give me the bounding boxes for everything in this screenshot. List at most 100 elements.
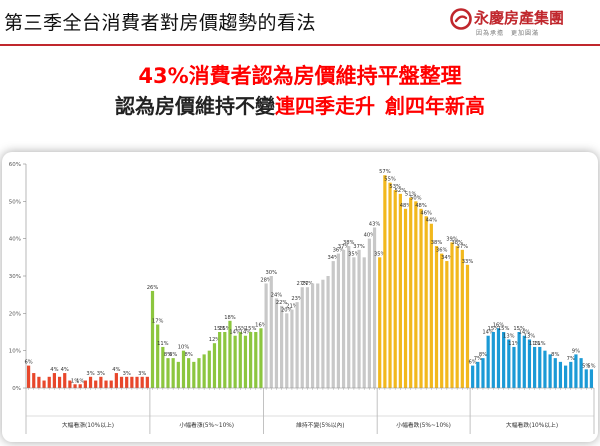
- bar: [94, 380, 98, 388]
- bar: [269, 276, 273, 388]
- header-divider: [0, 44, 600, 46]
- data-label: 43%: [369, 221, 381, 227]
- bar: [181, 350, 186, 388]
- bar: [26, 365, 31, 388]
- headline-line1: 43%消費者認為房價維持平盤整理: [0, 62, 600, 90]
- data-label: 4%: [50, 367, 58, 373]
- category-label: 大幅看漲(10%以上): [62, 421, 114, 429]
- bar: [326, 276, 330, 388]
- bar: [321, 279, 325, 388]
- data-label: 22%: [276, 300, 288, 306]
- data-label: 7%: [474, 356, 482, 362]
- bar: [584, 369, 588, 388]
- bar: [450, 242, 454, 388]
- data-label: 37%: [338, 244, 350, 250]
- bar: [424, 216, 428, 388]
- data-label: 8%: [169, 352, 177, 358]
- data-label: 38%: [343, 240, 355, 246]
- bar: [305, 287, 310, 388]
- bar: [341, 249, 346, 388]
- bar: [197, 358, 201, 388]
- bar: [264, 283, 268, 388]
- category-label: 小幅看漲(5%~10%): [179, 421, 234, 429]
- y-tick-label: 20%: [9, 311, 21, 317]
- bar: [285, 313, 289, 388]
- bar: [476, 361, 480, 388]
- bar: [63, 373, 67, 388]
- bar: [218, 332, 222, 388]
- bar: [274, 298, 279, 388]
- data-label: 27%: [302, 281, 314, 287]
- data-label: 52%: [395, 188, 407, 194]
- data-label: 11%: [529, 341, 541, 347]
- data-label: 35%: [374, 251, 386, 257]
- y-tick-label: 30%: [9, 274, 21, 280]
- bar: [207, 350, 211, 388]
- brand-logo: 永慶房產集團 因為承擔 更加圓滿: [450, 6, 596, 42]
- bar: [481, 358, 485, 388]
- bar: [429, 223, 433, 388]
- data-label: 28%: [260, 277, 272, 283]
- bar: [553, 358, 557, 388]
- data-label: 11%: [534, 341, 546, 347]
- headline-line1-part2: 平盤整理: [377, 64, 462, 88]
- data-label: 8%: [185, 352, 193, 358]
- y-tick-label: 50%: [9, 199, 21, 205]
- bar: [187, 358, 191, 388]
- data-label: 35%: [348, 251, 360, 257]
- data-label: 14%: [240, 330, 252, 336]
- headline-line2-part1: 認為房價維持不變: [115, 94, 275, 118]
- bar: [347, 246, 351, 388]
- data-label: 40%: [364, 233, 376, 239]
- bar: [202, 354, 206, 388]
- data-label: 34%: [441, 255, 453, 261]
- bar: [579, 358, 583, 388]
- bar: [310, 283, 315, 388]
- bar: [150, 290, 155, 388]
- data-label: 4%: [112, 367, 120, 373]
- bar: [176, 361, 180, 388]
- bar: [73, 384, 77, 388]
- bar: [145, 376, 149, 388]
- category-label: 大幅看跌(10%以上): [506, 421, 558, 429]
- y-tick-label: 40%: [9, 237, 21, 243]
- bar: [171, 358, 175, 388]
- data-label: 3%: [123, 371, 131, 377]
- bar: [130, 376, 134, 388]
- bar: [238, 332, 242, 388]
- bar: [403, 208, 408, 388]
- bar: [409, 197, 413, 388]
- bar: [290, 309, 294, 388]
- header: 第三季全台消費者對房價趨勢的看法 永慶房產集團 因為承擔 更加圓滿: [0, 0, 600, 46]
- data-label: 13%: [524, 333, 536, 339]
- bar: [125, 376, 129, 388]
- category-label: 維持不變(5%以內): [296, 421, 345, 429]
- data-label: 14%: [482, 330, 494, 336]
- bar: [574, 354, 578, 388]
- bar: [192, 361, 196, 388]
- data-label: 15%: [513, 326, 525, 332]
- bar: [440, 253, 444, 388]
- data-label: 15%: [245, 326, 257, 332]
- bar: [460, 249, 464, 388]
- bar: [589, 369, 594, 388]
- bar: [166, 358, 170, 388]
- bar: [37, 376, 41, 388]
- bar: [32, 373, 36, 388]
- bar: [254, 332, 258, 388]
- bar: [83, 380, 87, 388]
- bar: [259, 328, 263, 388]
- data-label: 15%: [235, 326, 247, 332]
- bar: [362, 257, 366, 388]
- logo-name: 永慶房產集團: [474, 9, 565, 27]
- bar: [135, 376, 139, 388]
- bar: [156, 324, 160, 388]
- data-label: 46%: [420, 210, 432, 216]
- data-label: 12%: [209, 337, 221, 343]
- bar: [279, 305, 284, 388]
- data-label: 15%: [214, 326, 226, 332]
- bar: [357, 249, 361, 388]
- data-label: 34%: [327, 255, 339, 261]
- chart-panel: 0% 10% 20% 30% 40% 50% 60% 6% 4% 4% 1% 1% 3% 3% 4% 3% 3%…: [2, 152, 598, 442]
- data-label: 9%: [572, 348, 580, 354]
